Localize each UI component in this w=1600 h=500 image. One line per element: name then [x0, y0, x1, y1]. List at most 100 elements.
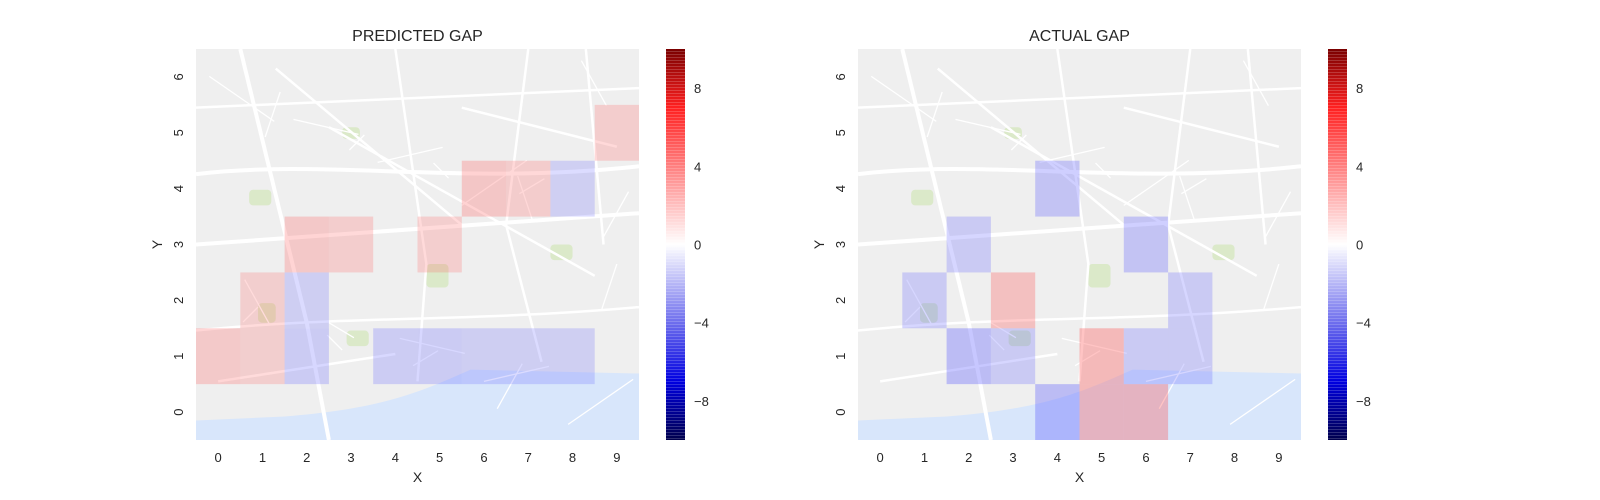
minor-street: [1229, 378, 1296, 425]
colorbar-tick-label: −4: [1356, 316, 1371, 331]
minor-street: [567, 378, 634, 425]
x-tick-label: 1: [259, 450, 266, 465]
x-tick-label: 0: [877, 450, 884, 465]
park-area: [911, 189, 934, 206]
heatmap-cell: [417, 216, 462, 273]
street: [858, 305, 1301, 332]
y-tick-label: 0: [833, 408, 848, 415]
colorbar-tick-label: −8: [694, 394, 709, 409]
minor-street: [1010, 134, 1027, 151]
street: [858, 86, 1301, 109]
heatmap-cell: [1123, 328, 1169, 385]
street: [858, 211, 1301, 247]
y-tick-label: 6: [171, 73, 186, 80]
y-tick-label: 5: [833, 129, 848, 136]
colorbar-tick-label: 4: [1356, 159, 1363, 174]
heatmap-cell: [461, 160, 507, 217]
minor-street: [955, 118, 1021, 136]
x-tick-label: 4: [392, 450, 399, 465]
street: [196, 86, 639, 109]
colorbar-tick-label: 8: [694, 81, 701, 96]
minor-street: [244, 279, 271, 326]
minor-street: [1181, 178, 1207, 195]
minor-street: [377, 146, 443, 164]
x-tick-label: 4: [1054, 450, 1061, 465]
x-tick-label: 8: [1231, 450, 1238, 465]
park-area: [1212, 244, 1235, 261]
street: [196, 164, 639, 177]
heatmap-cell: [284, 328, 329, 385]
heatmap-cell: [550, 160, 595, 217]
minor-street: [1158, 363, 1185, 410]
x-tick-label: 3: [347, 450, 354, 465]
x-tick-label: 7: [525, 450, 532, 465]
street: [1123, 106, 1280, 148]
heatmap-cell: [1168, 328, 1213, 385]
colorbar: −8 −4 0 4 8: [1328, 49, 1371, 440]
park-area: [249, 189, 272, 206]
minor-street: [264, 91, 281, 138]
colorbar-tick-label: 4: [694, 159, 701, 174]
x-tick-label: 6: [480, 450, 487, 465]
colorbar-texture: [1328, 49, 1347, 440]
heatmap-panel-1: PREDICTED GAP 0 1 2 3 4 5 6 7 8 9 0 1 2 3 4 5 6 X Y −8 −4 0 4 8: [149, 4, 709, 485]
heatmap-cells: [196, 104, 639, 385]
minor-street: [602, 191, 630, 237]
map-background: [181, 4, 639, 440]
park-area: [1008, 330, 1031, 347]
minor-street: [461, 159, 528, 206]
street: [196, 305, 639, 332]
heatmap-cell: [284, 216, 329, 273]
street: [584, 49, 605, 245]
x-tick-label: 2: [303, 450, 310, 465]
minor-street: [843, 4, 858, 49]
minor-street: [1242, 60, 1269, 107]
street: [217, 352, 396, 383]
heatmap-cell: [1079, 328, 1124, 385]
minor-street: [904, 306, 921, 323]
heatmap-cell: [284, 272, 329, 329]
colorbar-texture: [666, 49, 685, 440]
x-tick-label: 3: [1009, 450, 1016, 465]
minor-street: [293, 118, 359, 136]
minor-street: [181, 4, 196, 49]
x-tick-label: 9: [613, 450, 620, 465]
x-tick-label: 5: [1098, 450, 1105, 465]
minor-street: [870, 75, 937, 122]
minor-street: [601, 263, 618, 310]
heatmap-cell: [990, 328, 1036, 385]
minor-street: [399, 337, 465, 354]
y-tick-label: 2: [171, 297, 186, 304]
heatmap-cell: [990, 272, 1036, 329]
minor-street: [519, 178, 545, 195]
river: [858, 369, 1301, 440]
minor-street: [906, 279, 933, 326]
minor-street: [1061, 337, 1127, 354]
heatmap-cell: [946, 216, 991, 273]
minor-street: [926, 91, 943, 138]
heatmap-cell: [550, 328, 595, 385]
y-tick-label: 6: [833, 73, 848, 80]
park-area: [920, 303, 938, 323]
heatmap-cell: [594, 104, 639, 161]
x-axis-label: X: [1075, 469, 1085, 485]
heatmap-cell: [1079, 384, 1124, 440]
minor-street: [1179, 175, 1196, 222]
x-tick-label: 1: [921, 450, 928, 465]
minor-street: [326, 334, 343, 351]
street: [1056, 49, 1090, 382]
y-tick-label: 4: [171, 185, 186, 192]
minor-street: [242, 306, 259, 323]
minor-street: [1074, 350, 1101, 367]
street: [394, 49, 428, 382]
heatmap-cell: [373, 328, 418, 385]
river: [196, 369, 639, 440]
minor-street: [208, 75, 275, 122]
colorbar-tick-label: 8: [1356, 81, 1363, 96]
colorbar-tick-label: −8: [1356, 394, 1371, 409]
heatmap-cell: [1123, 384, 1169, 440]
park-area: [258, 303, 276, 323]
x-tick-label: 9: [1275, 450, 1282, 465]
heatmap-cell: [1123, 216, 1169, 273]
y-tick-label: 1: [171, 353, 186, 360]
